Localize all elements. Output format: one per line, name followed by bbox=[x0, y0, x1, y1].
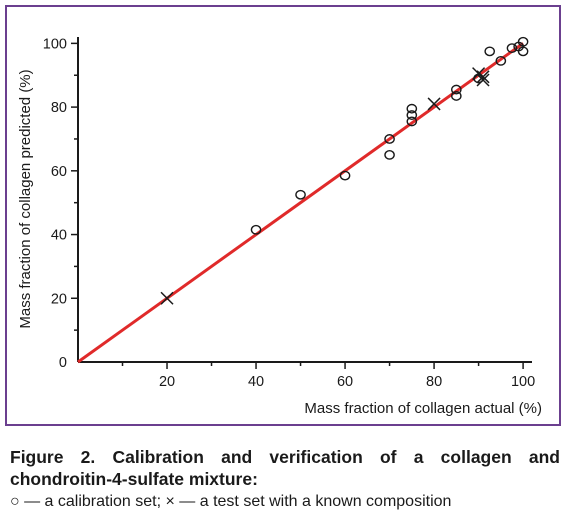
test-point-stroke bbox=[476, 70, 490, 84]
y-tick-label: 60 bbox=[51, 164, 67, 180]
test-point bbox=[476, 73, 490, 87]
calibration-point bbox=[451, 91, 462, 101]
y-axis-label: Mass fraction of collagen predicted (%) bbox=[17, 69, 34, 328]
x-tick-label: 80 bbox=[426, 374, 442, 390]
calibration-point bbox=[406, 103, 418, 114]
calibration-point bbox=[384, 149, 395, 160]
x-axis-label: Mass fraction of collagen actual (%) bbox=[304, 400, 542, 417]
calibration-point bbox=[250, 224, 262, 235]
y-tick-label: 80 bbox=[51, 100, 67, 116]
calibration-point bbox=[484, 46, 496, 57]
test-point-stroke bbox=[160, 291, 174, 305]
calibration-point bbox=[295, 189, 306, 200]
calibration-point bbox=[506, 43, 518, 54]
test-point bbox=[427, 97, 441, 111]
x-tick-label: 100 bbox=[511, 374, 535, 390]
calibration-point bbox=[406, 116, 418, 127]
calibration-point bbox=[384, 134, 395, 144]
calibration-point bbox=[406, 110, 418, 120]
fit-line bbox=[77, 42, 524, 364]
y-tick-label: 40 bbox=[51, 228, 67, 244]
test-point bbox=[160, 291, 174, 305]
y-tick-label: 100 bbox=[43, 36, 67, 52]
calibration-point bbox=[451, 84, 462, 95]
caption-legend: ○ — a calibration set; × — a test set wi… bbox=[10, 493, 452, 510]
figure-frame: 20 40 60 80 100 0 20 40 60 80 100 Mass fraction of… bbox=[5, 5, 561, 426]
x-tick-label: 40 bbox=[248, 374, 264, 390]
x-tick-label: 60 bbox=[337, 374, 353, 390]
data-points bbox=[160, 36, 529, 305]
test-point-stroke bbox=[476, 73, 490, 87]
test-point-stroke bbox=[472, 67, 486, 81]
test-point-stroke bbox=[427, 97, 441, 111]
scatter-plot: 20 40 60 80 100 0 20 40 60 80 100 Mass fraction of… bbox=[17, 36, 542, 417]
tick-labels: 20 40 60 80 100 0 20 40 60 80 100 bbox=[43, 36, 535, 390]
calibration-point bbox=[339, 170, 351, 181]
axes bbox=[77, 37, 532, 363]
y-tick-label: 20 bbox=[51, 291, 67, 307]
y-tick-label: 0 bbox=[59, 355, 67, 371]
tick-marks bbox=[71, 42, 524, 369]
calibration-point bbox=[517, 36, 529, 47]
calibration-point bbox=[517, 46, 529, 57]
figure-caption: Figure 2. Calibration and verification o… bbox=[10, 446, 560, 513]
caption-title: Figure 2. Calibration and verification o… bbox=[10, 447, 560, 489]
x-tick-label: 20 bbox=[159, 374, 175, 390]
calibration-point bbox=[495, 55, 507, 66]
test-point bbox=[476, 70, 490, 84]
